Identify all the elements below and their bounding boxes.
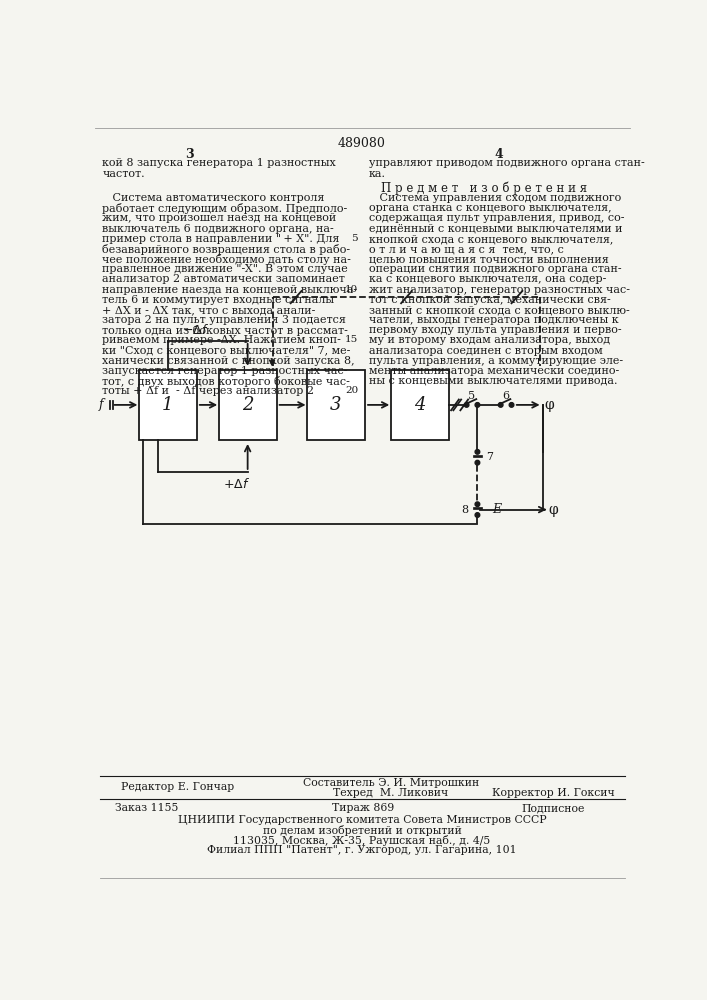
Text: тот, с двух выходов которого боковые час-: тот, с двух выходов которого боковые час… (103, 376, 350, 387)
Text: Система автоматического контроля: Система автоматического контроля (103, 193, 325, 203)
Text: работает следующим образом. Предполо-: работает следующим образом. Предполо- (103, 203, 348, 214)
Text: ны с концевыми выключателями привода.: ны с концевыми выключателями привода. (369, 376, 617, 386)
Text: 4: 4 (414, 396, 426, 414)
Text: 7: 7 (486, 452, 493, 462)
Text: тот с кнопкой запуска, механически свя-: тот с кнопкой запуска, механически свя- (369, 295, 611, 305)
Bar (218, 370, 276, 440)
Circle shape (475, 403, 480, 407)
Text: ханически связанной с кнопкой запуска 8,: ханически связанной с кнопкой запуска 8, (103, 356, 355, 366)
Text: 5: 5 (351, 234, 358, 243)
Text: Тираж 869: Тираж 869 (332, 803, 395, 813)
Text: E: E (492, 503, 501, 516)
Text: 20: 20 (345, 386, 358, 395)
Text: 5: 5 (469, 391, 476, 401)
Text: кнопкой схода с концевого выключателя,: кнопкой схода с концевого выключателя, (369, 234, 613, 244)
Text: анализатор 2 автоматически запоминает: анализатор 2 автоматически запоминает (103, 274, 345, 284)
Text: Филиал ППП "Патент", г. Ужгород, ул. Гагарина, 101: Филиал ППП "Патент", г. Ужгород, ул. Гаг… (207, 845, 517, 855)
Bar (307, 370, 365, 440)
Text: φ: φ (545, 398, 554, 412)
Text: Подписное: Подписное (522, 803, 585, 813)
Text: органа станка с концевого выключателя,: органа станка с концевого выключателя, (369, 203, 612, 213)
Text: $-\Delta f$: $-\Delta f$ (182, 323, 209, 337)
Circle shape (498, 403, 503, 407)
Text: Техред  М. Ликович: Техред М. Ликович (333, 788, 448, 798)
Text: пример стола в направлении " + X". Для: пример стола в направлении " + X". Для (103, 234, 339, 244)
Text: занный с кнопкой схода с концевого выклю-: занный с кнопкой схода с концевого выклю… (369, 305, 630, 315)
Text: 3: 3 (185, 148, 194, 161)
Text: затора 2 на пульт управления 3 подается: затора 2 на пульт управления 3 подается (103, 315, 346, 325)
Text: му и второму входам анализатора, выход: му и второму входам анализатора, выход (369, 335, 610, 345)
Text: + ΔX и - ΔX так, что с выхода анали-: + ΔX и - ΔX так, что с выхода анали- (103, 305, 316, 315)
Text: 3: 3 (330, 396, 341, 414)
Text: 4: 4 (495, 148, 503, 161)
Text: частот.: частот. (103, 169, 145, 179)
Circle shape (464, 403, 469, 407)
Text: 113035, Москва, Ж-35, Раушская наб., д. 4/5: 113035, Москва, Ж-35, Раушская наб., д. … (233, 835, 491, 846)
Text: тоты + Δf и  - Δf через анализатор 2: тоты + Δf и - Δf через анализатор 2 (103, 386, 315, 396)
Text: правленное движение "-X". В этом случае: правленное движение "-X". В этом случае (103, 264, 348, 274)
Circle shape (509, 403, 514, 407)
Text: 2: 2 (242, 396, 253, 414)
Circle shape (475, 460, 480, 465)
Bar (139, 370, 197, 440)
Text: П р е д м е т   и з о б р е т е н и я: П р е д м е т и з о б р е т е н и я (380, 182, 587, 195)
Text: Заказ 1155: Заказ 1155 (115, 803, 178, 813)
Text: жит анализатор, генератор разностных час-: жит анализатор, генератор разностных час… (369, 285, 630, 295)
Text: $+\Delta f$: $+\Delta f$ (223, 477, 250, 491)
Text: анализатора соединен с вторым входом: анализатора соединен с вторым входом (369, 346, 602, 356)
Text: безаварийного возвращения стола в рабо-: безаварийного возвращения стола в рабо- (103, 244, 351, 255)
Text: по делам изобретений и открытий: по делам изобретений и открытий (262, 825, 462, 836)
Text: чатели, выходы генератора подключены к: чатели, выходы генератора подключены к (369, 315, 619, 325)
Text: направление наезда на концевой выключа-: направление наезда на концевой выключа- (103, 285, 358, 295)
Text: пульта управления, а коммутирующие эле-: пульта управления, а коммутирующие эле- (369, 356, 623, 366)
Text: единённый с концевыми выключателями и: единённый с концевыми выключателями и (369, 224, 622, 234)
Text: ка.: ка. (369, 169, 386, 179)
Text: менты анализатора механически соедино-: менты анализатора механически соедино- (369, 366, 619, 376)
Text: 489080: 489080 (338, 137, 386, 150)
Text: φ: φ (549, 503, 559, 517)
Text: Редактор Е. Гончар: Редактор Е. Гончар (121, 782, 234, 792)
Text: ЦНИИПИ Государственного комитета Совета Министров СССР: ЦНИИПИ Государственного комитета Совета … (177, 815, 547, 825)
Circle shape (475, 502, 480, 507)
Text: о т л и ч а ю щ а я с я  тем, что, с: о т л и ч а ю щ а я с я тем, что, с (369, 244, 563, 254)
Text: 10: 10 (345, 285, 358, 294)
Circle shape (475, 513, 480, 517)
Text: жим, что произошел наезд на концевой: жим, что произошел наезд на концевой (103, 213, 337, 223)
Text: первому входу пульта управления и перво-: первому входу пульта управления и перво- (369, 325, 621, 335)
Text: чее положение необходимо дать столу на-: чее положение необходимо дать столу на- (103, 254, 351, 265)
Text: кой 8 запуска генератора 1 разностных: кой 8 запуска генератора 1 разностных (103, 158, 336, 168)
Text: только одна из боковых частот в рассмат-: только одна из боковых частот в рассмат- (103, 325, 349, 336)
Text: 1: 1 (162, 396, 173, 414)
Text: 15: 15 (345, 335, 358, 344)
Text: содержащая пульт управления, привод, со-: содержащая пульт управления, привод, со- (369, 213, 624, 223)
Text: Составитель Э. И. Митрошкин: Составитель Э. И. Митрошкин (303, 778, 479, 788)
Text: запускается генератор 1 разностных час-: запускается генератор 1 разностных час- (103, 366, 348, 376)
Text: выключатель 6 подвижного органа, на-: выключатель 6 подвижного органа, на- (103, 224, 334, 234)
Bar (391, 370, 449, 440)
Text: Система управления сходом подвижного: Система управления сходом подвижного (369, 193, 621, 203)
Text: 8: 8 (462, 505, 469, 515)
Text: 6: 6 (503, 391, 510, 401)
Circle shape (475, 450, 480, 454)
Text: Корректор И. Гоксич: Корректор И. Гоксич (492, 788, 615, 798)
Text: операции снятия подвижного органа стан-: операции снятия подвижного органа стан- (369, 264, 621, 274)
Text: целью повышения точности выполнения: целью повышения точности выполнения (369, 254, 609, 264)
Text: ка с концевого выключателя, она содер-: ка с концевого выключателя, она содер- (369, 274, 607, 284)
Text: управляют приводом подвижного органа стан-: управляют приводом подвижного органа ста… (369, 158, 645, 168)
Text: риваемом примере -ΔX. Нажатием кноп-: риваемом примере -ΔX. Нажатием кноп- (103, 335, 341, 345)
Text: ки "Сход с концевого выключателя" 7, ме-: ки "Сход с концевого выключателя" 7, ме- (103, 346, 351, 356)
Text: f: f (99, 398, 104, 411)
Text: тель 6 и коммутирует входные сигналы: тель 6 и коммутирует входные сигналы (103, 295, 334, 305)
